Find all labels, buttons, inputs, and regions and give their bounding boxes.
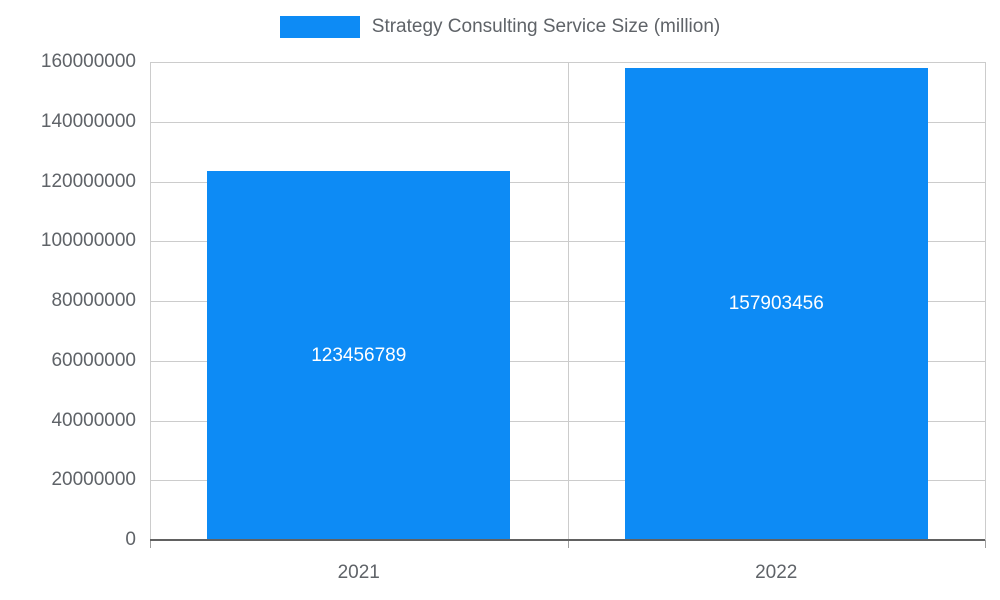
legend-swatch: [279, 16, 360, 38]
y-axis-tick-label: 40000000: [51, 409, 136, 431]
y-axis-tick-label: 120000000: [40, 170, 136, 192]
vertical-gridline: [567, 62, 569, 540]
axis-tick-mark: [985, 540, 986, 548]
y-axis-tick-label: 80000000: [51, 290, 136, 311]
axis-tick-mark: [150, 540, 151, 548]
bar-value-label: 123456789: [311, 344, 407, 366]
x-axis-line: [150, 539, 985, 541]
x-axis-tick-label: 2021: [337, 562, 380, 583]
y-axis-tick-label: 140000000: [40, 110, 136, 132]
bar: [207, 171, 511, 539]
bar: [624, 68, 928, 539]
vertical-gridline: [985, 62, 986, 540]
y-axis-tick-label: 60000000: [51, 349, 136, 371]
legend-label: Strategy Consulting Service Size (millio…: [371, 16, 721, 37]
bar-value-label: 157903456: [728, 293, 824, 315]
vertical-gridline: [150, 62, 151, 540]
y-axis-tick-label: 0: [125, 529, 136, 550]
chart-legend: Strategy Consulting Service Size (millio…: [0, 16, 1000, 38]
x-axis-tick-label: 2022: [755, 562, 798, 583]
y-axis-tick-label: 20000000: [51, 469, 136, 491]
axis-tick-mark: [567, 540, 569, 548]
y-axis-tick-label: 100000000: [40, 230, 136, 252]
y-axis-tick-label: 160000000: [40, 51, 136, 72]
